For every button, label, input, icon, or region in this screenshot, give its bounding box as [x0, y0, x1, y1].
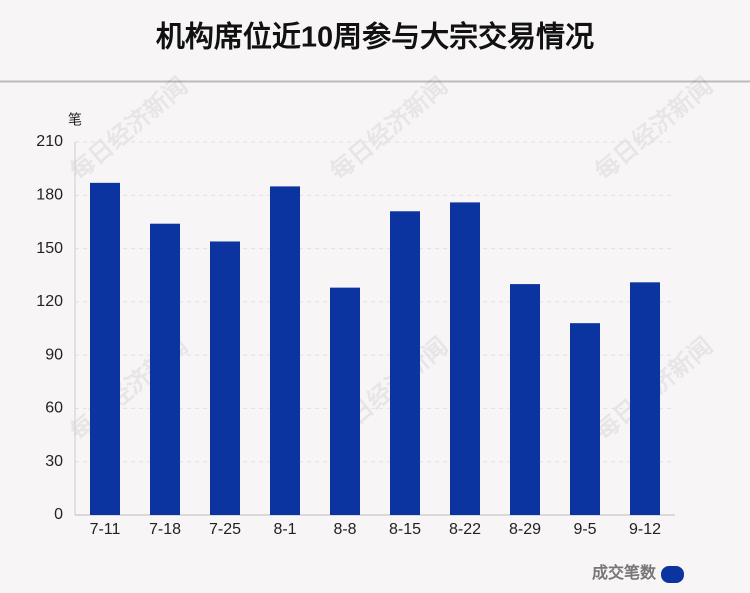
x-tick-label: 7-25	[209, 521, 241, 538]
bar	[570, 323, 600, 515]
bar	[330, 287, 360, 515]
y-tick-label: 150	[36, 240, 63, 257]
legend-label: 成交笔数	[592, 563, 657, 582]
y-tick-label: 180	[36, 187, 63, 204]
bar	[150, 223, 180, 515]
y-tick-label: 90	[45, 346, 63, 363]
y-tick-label: 30	[45, 453, 63, 470]
y-tick-label: 60	[45, 400, 63, 417]
chart-title: 机构席位近10周参与大宗交易情况	[156, 20, 594, 54]
x-tick-label: 9-12	[629, 521, 661, 538]
bar	[450, 202, 480, 515]
bar	[630, 282, 660, 515]
x-tick-label: 8-1	[273, 521, 296, 538]
bar	[90, 182, 120, 515]
bar	[210, 241, 240, 515]
x-tick-label: 8-22	[449, 521, 481, 538]
bar	[270, 186, 300, 515]
bar	[390, 211, 420, 515]
x-tick-label: 8-29	[509, 521, 541, 538]
x-tick-label: 9-5	[573, 521, 596, 538]
y-tick-label: 120	[36, 293, 63, 310]
y-unit: 笔	[68, 112, 82, 128]
x-tick-label: 7-11	[90, 521, 121, 538]
x-tick-label: 8-8	[333, 521, 356, 538]
y-tick-label: 210	[36, 133, 63, 150]
bar	[510, 284, 540, 515]
x-tick-label: 7-18	[149, 521, 181, 538]
y-tick-label: 0	[54, 506, 63, 523]
x-tick-label: 8-15	[389, 521, 421, 538]
legend-swatch	[661, 566, 684, 583]
